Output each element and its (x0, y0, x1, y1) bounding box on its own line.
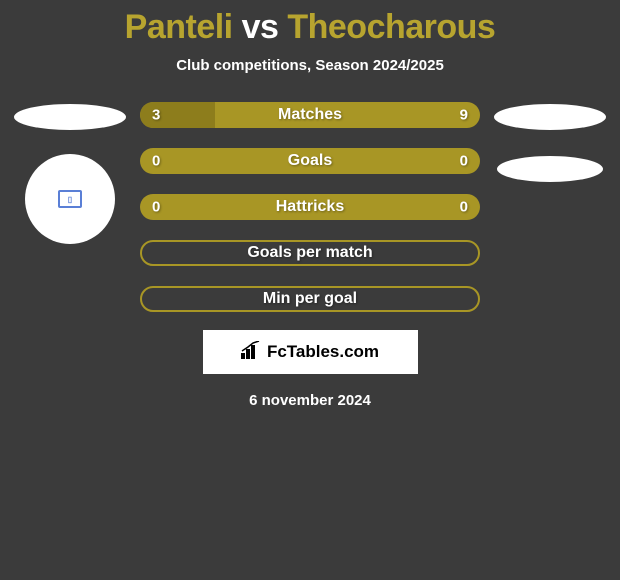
stat-bar-hattricks: 0 Hattricks 0 (140, 194, 480, 220)
stat-label: Matches (278, 106, 342, 124)
player2-club-placeholder (497, 156, 603, 182)
stat-value-right: 9 (460, 107, 468, 124)
chart-icon (241, 341, 263, 364)
right-player-column (490, 102, 610, 182)
player1-avatar-placeholder (14, 104, 126, 130)
stat-bar-matches: 3 Matches 9 (140, 102, 480, 128)
vs-label: vs (242, 8, 279, 46)
stat-label: Goals per match (247, 244, 372, 262)
stat-value-right: 0 (460, 153, 468, 170)
stat-value-right: 0 (460, 199, 468, 216)
brand-label: FcTables.com (267, 342, 379, 362)
stat-label: Goals (288, 152, 332, 170)
stat-value-left: 0 (152, 153, 160, 170)
comparison-widget: Panteli vs Theocharous Club competitions… (0, 0, 620, 409)
player2-avatar-placeholder (494, 104, 606, 130)
crest-icon: ▯ (58, 190, 82, 208)
main-row: ▯ 3 Matches 9 0 Goals 0 0 Hattricks 0 Goals per m… (0, 102, 620, 312)
stat-value-left: 3 (152, 107, 160, 124)
player2-name: Theocharous (287, 8, 495, 46)
subtitle: Club competitions, Season 2024/2025 (0, 57, 620, 74)
stat-label: Min per goal (263, 290, 357, 308)
stat-value-left: 0 (152, 199, 160, 216)
stat-bar-goals: 0 Goals 0 (140, 148, 480, 174)
page-title: Panteli vs Theocharous (0, 8, 620, 47)
stat-bar-goals-per-match: Goals per match (140, 240, 480, 266)
player1-name: Panteli (125, 8, 233, 46)
brand-box[interactable]: FcTables.com (203, 330, 418, 374)
stat-bar-min-per-goal: Min per goal (140, 286, 480, 312)
stat-label: Hattricks (276, 198, 344, 216)
left-player-column: ▯ (10, 102, 130, 244)
date-label: 6 november 2024 (0, 392, 620, 409)
stats-column: 3 Matches 9 0 Goals 0 0 Hattricks 0 Goals per mat… (140, 102, 480, 312)
player1-club-crest: ▯ (25, 154, 115, 244)
